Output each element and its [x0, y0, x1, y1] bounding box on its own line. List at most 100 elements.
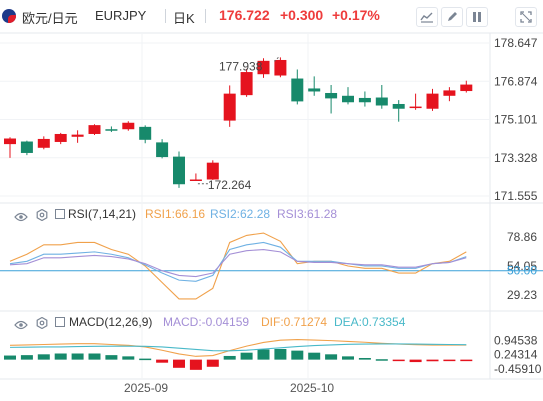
symbol-code: EURJPY	[95, 8, 147, 23]
candle-body	[392, 103, 405, 109]
rsi-tick-label: 29.23	[507, 288, 537, 302]
candle-body	[173, 156, 185, 185]
macd-histogram-bar	[4, 355, 16, 360]
candle-body	[189, 179, 202, 181]
candle-body	[71, 134, 84, 137]
indicator-checkbox[interactable]	[55, 209, 65, 219]
rsi1-legend: RSI1:66.16	[145, 207, 206, 221]
price-tick-label: 178.647	[494, 36, 538, 50]
pause-icon[interactable]	[466, 7, 488, 27]
rsi-series-line	[9, 232, 467, 300]
candle-body	[105, 129, 118, 131]
macd-histogram-bar	[20, 355, 33, 360]
macd-tick-label: 0.94538	[494, 333, 538, 347]
candle-body	[308, 88, 321, 92]
macd-histogram-bar	[291, 350, 304, 360]
macd-histogram-bar	[308, 352, 321, 360]
candle-body	[426, 93, 439, 109]
candle-body	[460, 84, 473, 92]
rsi-tick-label: 78.86	[507, 230, 537, 244]
rsi-reference-label: 50.00	[507, 264, 537, 278]
candle-body	[409, 106, 422, 109]
candle-body	[206, 162, 219, 180]
candle-body	[37, 138, 50, 148]
candle-body	[375, 97, 388, 106]
macd-legend: MACD:-0.04159	[163, 315, 250, 329]
rsi-series-line	[9, 248, 467, 278]
rsi-series-line	[9, 241, 467, 282]
currency-flag-icon	[2, 9, 16, 23]
symbol-cn: 欧元/日元	[22, 11, 78, 26]
candle-body	[342, 95, 354, 103]
macd-histogram-bar	[105, 355, 118, 360]
macd-series-line	[9, 343, 467, 352]
dea-legend: DEA:0.73354	[334, 315, 406, 329]
macd-histogram-bar	[358, 357, 371, 360]
candle-body	[325, 92, 338, 99]
macd-histogram-bar	[88, 353, 101, 360]
macd-histogram-bar	[342, 356, 354, 360]
candle-body	[54, 133, 67, 142]
candle-body	[88, 125, 101, 134]
candle-body	[139, 126, 152, 140]
candle-body	[358, 97, 371, 103]
macd-pane	[4, 339, 473, 370]
header-divider-2	[205, 9, 206, 23]
high-marker-line	[274, 57, 279, 62]
expand-icon[interactable]	[515, 7, 537, 27]
macd-tick-label: 0.24314	[494, 348, 538, 362]
eye-icon[interactable]	[14, 209, 28, 227]
settings-gear-icon[interactable]	[36, 316, 48, 334]
macd-histogram-bar	[443, 359, 456, 362]
timeframe-selector[interactable]: 日K	[173, 11, 195, 26]
macd-histogram-bar	[223, 355, 236, 360]
macd-tick-label: -0.45910	[494, 362, 542, 376]
macd-histogram-bar	[54, 353, 67, 360]
chart-header: 欧元/日元 EURJPY 日K 176.722 +0.300 +0.17%	[0, 0, 543, 33]
candle-body	[257, 60, 270, 75]
axis-labels: 178.647 176.874 175.101 173.328 171.555 78.86…	[124, 36, 542, 395]
chart-frame	[0, 32, 543, 380]
low-annotation: 172.264	[208, 178, 252, 192]
candle-body	[156, 142, 169, 158]
rsi-tick-label: 54.05	[507, 259, 537, 273]
candle-body	[122, 122, 135, 130]
rsi-name: RSI(7,14,21)	[68, 207, 137, 221]
time-tick-label: 2025-09	[124, 381, 168, 395]
price-pane: 177.938 172.264	[0, 42, 490, 197]
price-change-pct: +0.17%	[332, 7, 380, 23]
settings-gear-icon[interactable]	[36, 208, 48, 226]
header-divider	[165, 9, 166, 23]
macd-histogram-bar	[426, 359, 439, 362]
indicator-checkbox[interactable]	[55, 317, 65, 327]
macd-histogram-bar	[375, 359, 388, 361]
price-tick-label: 171.555	[494, 189, 538, 203]
line-chart-icon[interactable]	[416, 7, 438, 27]
macd-histogram-bar	[257, 349, 270, 360]
macd-histogram-bar	[189, 359, 202, 370]
high-annotation: 177.938	[219, 59, 263, 73]
candle-body	[274, 59, 287, 76]
time-tick-label: 2025-10	[290, 381, 334, 395]
eye-icon[interactable]	[14, 317, 28, 335]
macd-histogram-bar	[71, 353, 84, 360]
candle-body	[291, 78, 304, 102]
candle-body	[20, 141, 33, 153]
macd-name: MACD(12,26,9)	[69, 315, 153, 329]
macd-histogram-bar	[392, 359, 405, 362]
price-tick-label: 173.328	[494, 151, 538, 165]
macd-histogram-bar	[37, 354, 50, 360]
pen-icon[interactable]	[441, 7, 463, 27]
macd-histogram-bar	[139, 358, 152, 361]
last-price: 176.722	[219, 7, 270, 23]
macd-histogram-bar	[206, 359, 219, 367]
price-tick-label: 175.101	[494, 113, 538, 127]
macd-histogram-bar	[274, 349, 287, 360]
macd-histogram-bar	[325, 354, 338, 360]
macd-histogram-bar	[122, 356, 135, 360]
rsi2-legend: RSI2:62.28	[210, 207, 271, 221]
candle-body	[443, 90, 456, 96]
rsi-pane	[0, 232, 543, 300]
